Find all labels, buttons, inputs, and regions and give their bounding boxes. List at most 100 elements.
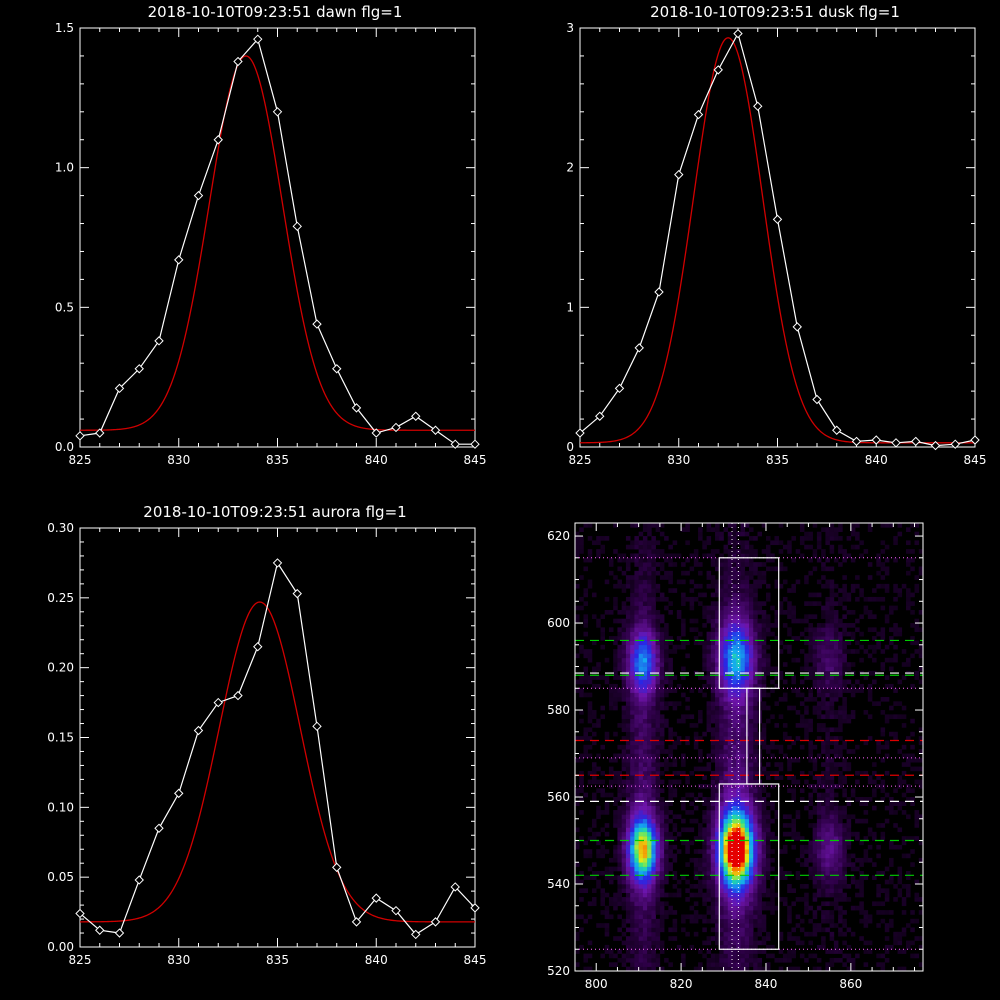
dawn-ytick-label: 0.0 (55, 440, 74, 454)
heatmap-cell (575, 875, 580, 880)
heatmap-cell (740, 609, 746, 615)
heatmap-cell (842, 788, 847, 793)
heatmap-cell (634, 744, 639, 750)
heatmap-cell (749, 601, 754, 606)
heatmap-cell (719, 966, 724, 972)
heatmap-cell (600, 953, 605, 959)
heatmap-cell (829, 666, 835, 672)
heatmap-cell (664, 627, 669, 633)
heatmap-cell (664, 605, 669, 611)
heatmap-cell (808, 644, 813, 650)
heatmap-cell (710, 779, 716, 785)
heatmap-cell (706, 870, 712, 876)
heatmap-cell (715, 766, 720, 772)
heatmap-cell (719, 936, 724, 941)
heatmap-cell (613, 757, 618, 763)
heatmap-cell (625, 596, 631, 602)
heatmap-cell (799, 897, 805, 902)
heatmap-cell (821, 918, 826, 924)
heatmap-cell (681, 818, 686, 824)
heatmap-cell (698, 757, 703, 763)
heatmap-cell (825, 805, 830, 811)
heatmap-cell (740, 683, 746, 689)
heatmap-cell (727, 575, 733, 580)
heatmap-cell (698, 749, 703, 754)
heatmap-cell (625, 666, 631, 672)
heatmap-cell (829, 675, 835, 680)
heatmap-cell (740, 779, 746, 785)
heatmap-cell (693, 884, 699, 889)
heatmap-cell (736, 557, 741, 563)
heatmap-cell (672, 892, 678, 898)
heatmap-cell (676, 831, 682, 837)
heatmap-cell (672, 740, 678, 746)
heatmap-cell (693, 740, 699, 746)
heatmap-cell (842, 931, 847, 937)
heatmap-cell (647, 531, 652, 537)
heatmap-cell (799, 788, 805, 793)
heatmap-cell (719, 723, 724, 728)
heatmap-cell (668, 749, 673, 754)
heatmap-cell (838, 840, 843, 846)
heatmap-cell (719, 831, 724, 837)
heatmap-cell (727, 614, 733, 619)
heatmap-cell (575, 936, 580, 941)
heatmap-cell (587, 901, 593, 907)
heatmap-cell (621, 601, 627, 606)
heatmap-cell (668, 701, 673, 706)
heatmap-cell (736, 910, 741, 915)
heatmap-cell (600, 897, 605, 902)
heatmap-cell (664, 870, 669, 876)
heatmap-cell (723, 836, 729, 841)
heatmap-cell (625, 866, 631, 872)
heatmap-cell (583, 749, 589, 754)
heatmap-cell (630, 605, 635, 611)
heatmap-cell (812, 653, 818, 659)
heatmap-cell (608, 897, 614, 902)
heatmap-cell (744, 562, 750, 567)
heatmap-cell (732, 862, 737, 867)
heatmap-cell (770, 901, 775, 907)
heatmap-cell (719, 614, 724, 619)
heatmap-cell (842, 940, 847, 946)
heatmap-cell (706, 831, 712, 837)
heatmap-cell (613, 849, 618, 854)
heatmap-cell (613, 953, 618, 959)
heatmap-cell (659, 810, 665, 815)
heatmap-cell (630, 931, 635, 937)
heatmap-cell (732, 962, 737, 967)
heatmap-cell (761, 879, 767, 885)
heatmap-cell (838, 931, 843, 937)
heatmap-cell (634, 936, 639, 941)
heatmap-region-box (746, 687, 761, 785)
heatmap-cell (655, 609, 661, 615)
heatmap-cell (910, 927, 915, 933)
heatmap-cell (838, 666, 843, 672)
heatmap-cell (693, 966, 699, 972)
heatmap-cell (698, 879, 703, 885)
heatmap-cell (579, 879, 584, 885)
heatmap-cell (575, 688, 580, 693)
heatmap-cell (642, 844, 648, 850)
heatmap-cell (672, 649, 678, 654)
heatmap-cell (638, 718, 644, 724)
heatmap-cell (672, 910, 678, 915)
heatmap-cell (625, 840, 631, 846)
heatmap-cell (821, 666, 826, 672)
heatmap-cell (727, 688, 733, 693)
heatmap-cell (812, 666, 818, 672)
heatmap-cell (587, 779, 593, 785)
heatmap-cell (621, 844, 627, 850)
heatmap-cell (753, 640, 758, 646)
heatmap-cell (846, 823, 852, 828)
heatmap-cell (659, 670, 665, 676)
heatmap-cell (744, 583, 750, 589)
heatmap-cell (630, 840, 635, 846)
heatmap-cell (749, 788, 754, 793)
heatmap-cell (740, 553, 746, 559)
heatmap-cell (816, 814, 822, 820)
heatmap-cell (659, 905, 665, 911)
heatmap-cell (744, 944, 750, 950)
heatmap-cell (625, 918, 631, 924)
heatmap-cell (587, 853, 593, 859)
